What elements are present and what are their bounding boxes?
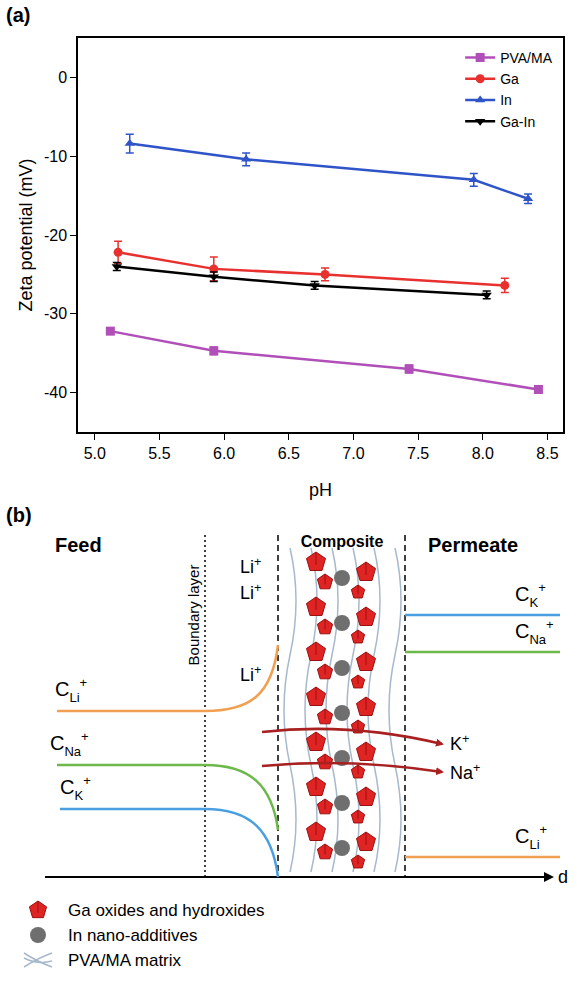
svg-text:6.0: 6.0 [213,445,235,462]
svg-text:8.5: 8.5 [536,445,558,462]
svg-text:Composite: Composite [301,533,384,550]
svg-text:6.5: 6.5 [278,445,300,462]
svg-text:In nano-additives: In nano-additives [68,926,197,945]
svg-text:5.0: 5.0 [84,445,106,462]
svg-text:CLi+: CLi+ [55,675,87,705]
svg-text:-10: -10 [44,148,67,165]
svg-text:7.5: 7.5 [407,445,429,462]
svg-text:-30: -30 [44,305,67,322]
svg-text:7.0: 7.0 [342,445,364,462]
svg-text:Ga: Ga [500,71,519,87]
svg-text:Feed: Feed [55,534,102,556]
svg-text:Ga-In: Ga-In [500,114,535,130]
svg-text:8.0: 8.0 [472,445,494,462]
svg-text:CK+: CK+ [60,773,91,803]
svg-text:Boundary layer: Boundary layer [185,565,202,666]
svg-text:In: In [500,92,512,108]
svg-text:0: 0 [58,69,67,86]
svg-text:Ga oxides and hydroxides: Ga oxides and hydroxides [68,901,265,920]
svg-text:pH: pH [309,480,332,500]
svg-text:(b): (b) [6,504,32,526]
svg-text:5.5: 5.5 [148,445,170,462]
svg-text:PVA/MA matrix: PVA/MA matrix [68,951,182,970]
svg-text:Li+: Li+ [240,663,261,685]
svg-text:CNa+: CNa+ [50,729,89,759]
svg-text:-40: -40 [44,384,67,401]
svg-text:Na+: Na+ [450,761,480,783]
svg-text:Permeate: Permeate [428,534,518,556]
svg-text:Zeta potential (mV): Zeta potential (mV) [16,158,36,311]
html-text:(a): (a) [6,4,31,26]
svg-text:d: d [558,867,568,887]
svg-text:Li+: Li+ [240,581,261,603]
svg-text:Li+: Li+ [240,555,261,577]
svg-text:CNa+: CNa+ [515,617,554,647]
svg-text:K+: K+ [450,732,469,754]
svg-text:-20: -20 [44,227,67,244]
svg-text:PVA/MA: PVA/MA [500,50,553,66]
svg-text:CLi+: CLi+ [515,822,547,852]
svg-text:CK+: CK+ [515,580,546,610]
